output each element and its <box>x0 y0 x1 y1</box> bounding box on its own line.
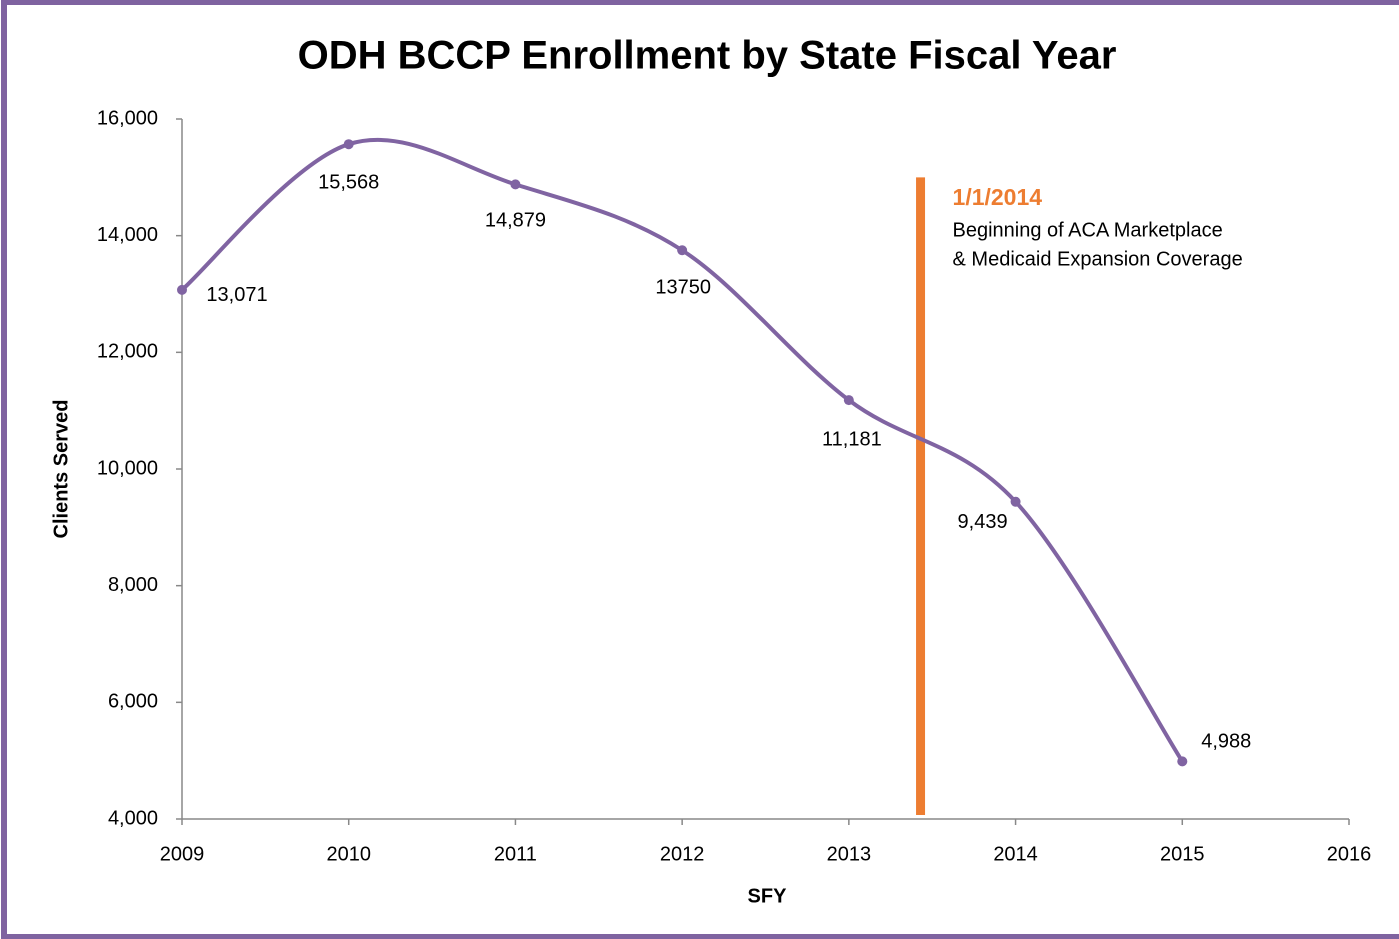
y-tick-label: 8,000 <box>108 574 158 596</box>
x-tick-label: 2009 <box>160 843 205 865</box>
annotation-text: Beginning of ACA Marketplace <box>953 219 1223 241</box>
data-label: 13750 <box>655 277 711 299</box>
point <box>343 139 354 150</box>
y-tick-label: 14,000 <box>97 224 158 246</box>
x-tick-label: 2010 <box>326 843 371 865</box>
annotation-text: & Medicaid Expansion Coverage <box>953 248 1243 270</box>
x-tick-label: 2012 <box>660 843 705 865</box>
point <box>677 245 688 256</box>
y-tick-label: 16,000 <box>97 107 158 129</box>
x-tick-label: 2014 <box>993 843 1038 865</box>
chart-title: ODH BCCP Enrollment by State Fiscal Year <box>298 34 1117 78</box>
x-tick-label: 2013 <box>827 843 872 865</box>
x-axis-title: SFY <box>748 885 788 907</box>
y-tick-label: 10,000 <box>97 457 158 479</box>
data-label: 9,439 <box>958 511 1008 533</box>
y-tick-label: 6,000 <box>108 691 158 713</box>
point <box>177 284 187 295</box>
point <box>843 395 854 406</box>
data-label: 4,988 <box>1201 731 1251 753</box>
data-label: 15,568 <box>318 171 379 193</box>
y-tick-label: 4,000 <box>108 807 158 829</box>
x-tick-label: 2011 <box>494 843 537 865</box>
data-label: 14,879 <box>485 210 546 232</box>
y-axis-title: Clients Served <box>50 400 72 539</box>
point <box>510 179 521 190</box>
point <box>1010 496 1021 507</box>
x-tick-label: 2016 <box>1327 843 1372 865</box>
x-tick-label: 2015 <box>1160 843 1205 865</box>
data-label: 11,181 <box>822 428 882 450</box>
data-label: 13,071 <box>206 284 267 306</box>
y-tick-label: 12,000 <box>97 341 158 363</box>
point <box>1177 756 1188 767</box>
annotation-title: 1/1/2014 <box>953 184 1043 210</box>
